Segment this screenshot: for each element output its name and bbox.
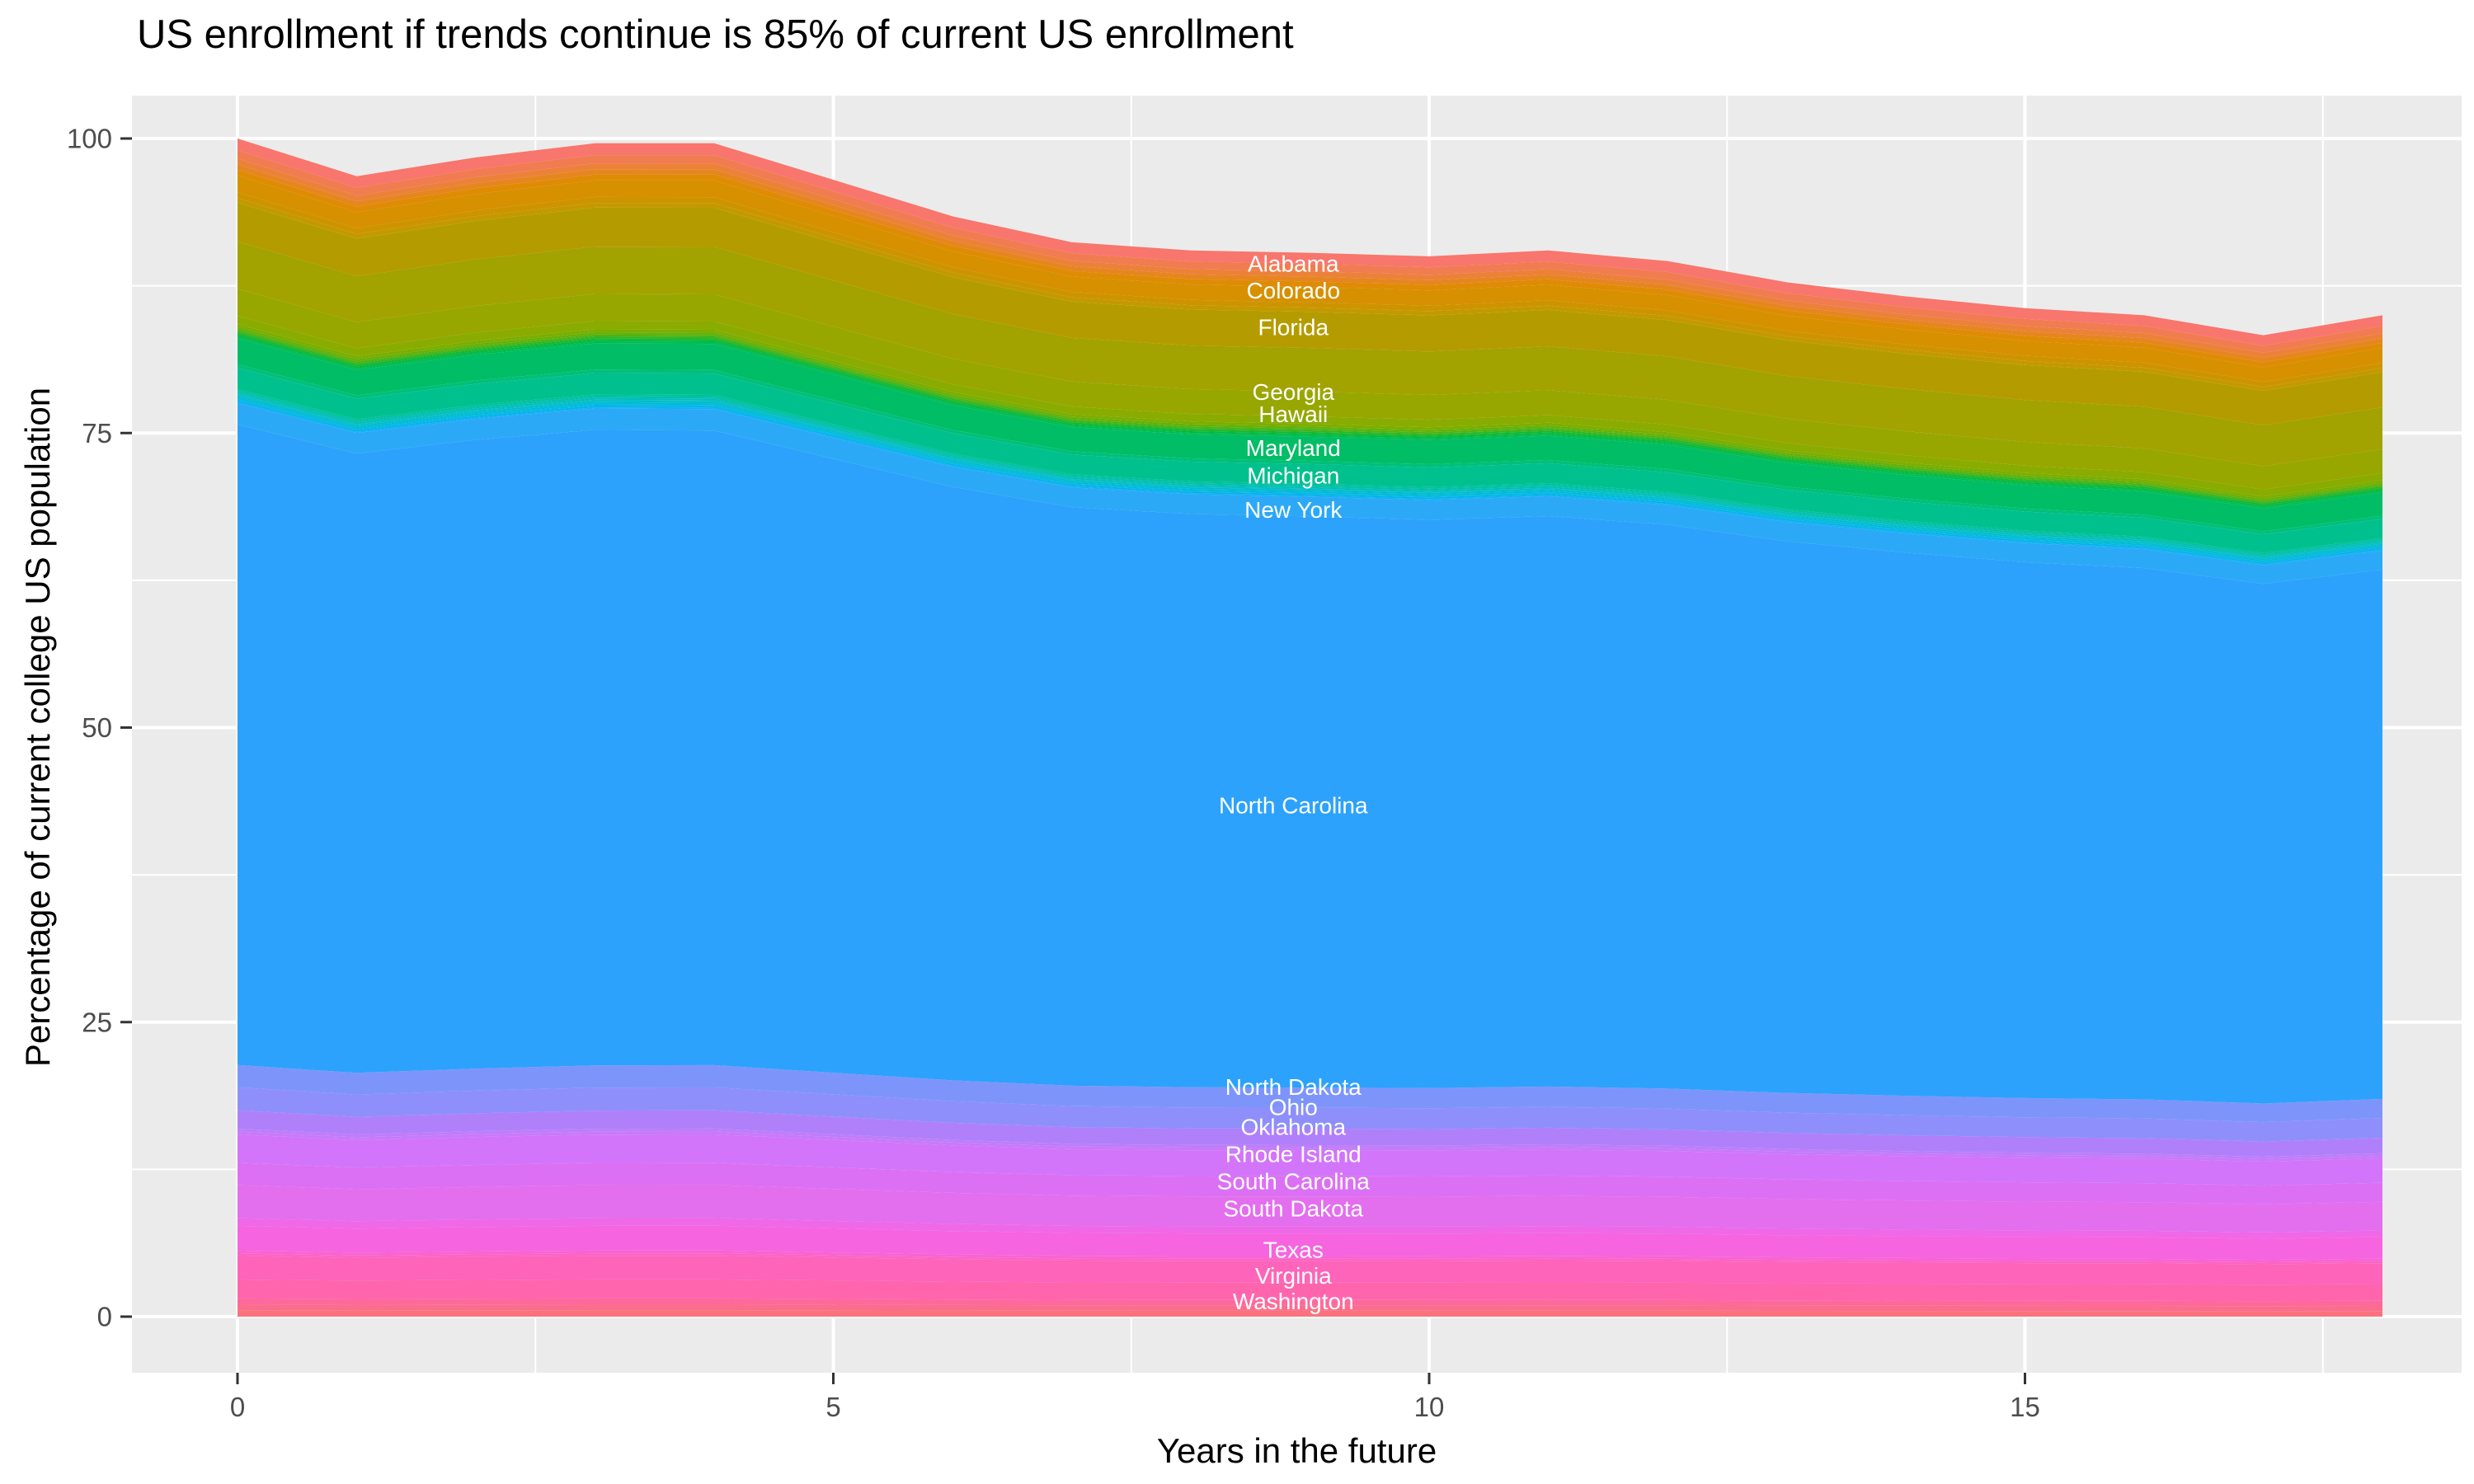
area-band-colorado xyxy=(238,176,2382,383)
y-axis-title: Percentage of current college US populat… xyxy=(18,387,57,1068)
chart-title: US enrollment if trends continue is 85% … xyxy=(137,12,1294,57)
y-tick-label-50: 50 xyxy=(82,712,112,743)
area-band-michigan xyxy=(238,368,2382,553)
area-band-north-dakota xyxy=(238,1064,2382,1123)
band-label-colorado: Colorado xyxy=(1246,278,1340,303)
band-label-north-dakota: North Dakota xyxy=(1225,1074,1362,1100)
band-label-maryland: Maryland xyxy=(1246,435,1341,461)
band-label-virginia: Virginia xyxy=(1255,1263,1332,1289)
area-band-wyoming xyxy=(238,1310,2382,1317)
x-tick-label-5: 5 xyxy=(825,1392,840,1422)
band-label-rhode-island: Rhode Island xyxy=(1225,1142,1362,1167)
band-label-south-carolina: South Carolina xyxy=(1217,1168,1371,1194)
band-label-washington: Washington xyxy=(1233,1289,1354,1314)
area-band-connecticut xyxy=(238,192,2382,387)
area-band-maryland xyxy=(238,338,2382,532)
area-band-virginia xyxy=(238,1256,2382,1285)
area-band-alaska xyxy=(238,150,2382,353)
area-band-hawaii xyxy=(238,289,2382,490)
y-tick-label-75: 75 xyxy=(82,418,112,448)
band-label-alabama: Alabama xyxy=(1248,251,1339,276)
area-band-idaho xyxy=(238,316,2382,497)
area-band-oregon xyxy=(238,1128,2382,1160)
band-label-south-dakota: South Dakota xyxy=(1223,1195,1363,1221)
area-band-alabama xyxy=(238,139,2382,346)
band-label-oklahoma: Oklahoma xyxy=(1240,1115,1346,1140)
area-band-north-carolina xyxy=(238,424,2382,1104)
band-label-north-carolina: North Carolina xyxy=(1219,793,1368,819)
x-tick-label-10: 10 xyxy=(1414,1392,1445,1422)
y-tick-label-25: 25 xyxy=(82,1007,112,1037)
area-band-south-dakota xyxy=(238,1185,2382,1233)
area-band-rhode-island xyxy=(238,1134,2382,1186)
area-band-california xyxy=(238,169,2382,368)
y-tick-label-0: 0 xyxy=(97,1302,112,1332)
area-band-washington xyxy=(238,1279,2382,1302)
area-band-new-york xyxy=(238,402,2382,585)
x-axis-title: Years in the future xyxy=(1156,1431,1437,1470)
area-band-arizona xyxy=(238,158,2382,358)
area-band-utah xyxy=(238,1250,2382,1263)
band-label-florida: Florida xyxy=(1258,314,1329,340)
band-label-texas: Texas xyxy=(1263,1237,1324,1262)
area-band-tennessee xyxy=(238,1218,2382,1239)
band-label-hawaii: Hawaii xyxy=(1258,402,1328,427)
area-band-south-carolina xyxy=(238,1162,2382,1205)
x-tick-label-0: 0 xyxy=(230,1392,245,1422)
band-label-ohio: Ohio xyxy=(1269,1094,1318,1120)
area-band-georgia xyxy=(238,242,2382,467)
area-band-vermont xyxy=(238,1253,2382,1265)
y-tick-label-100: 100 xyxy=(67,124,112,154)
area-band-texas xyxy=(238,1225,2382,1261)
area-band-oklahoma xyxy=(238,1110,2382,1158)
area-band-ohio xyxy=(238,1087,2382,1142)
area-band-pennsylvania xyxy=(238,1131,2382,1162)
band-label-michigan: Michigan xyxy=(1247,463,1339,488)
x-tick-label-15: 15 xyxy=(2010,1392,2040,1422)
area-band-florida xyxy=(238,202,2382,425)
band-label-new-york: New York xyxy=(1244,497,1343,523)
band-label-georgia: Georgia xyxy=(1252,379,1334,405)
area-band-west-virginia xyxy=(238,1298,2382,1307)
area-band-wisconsin xyxy=(238,1303,2382,1312)
area-band-arkansas xyxy=(238,164,2382,363)
